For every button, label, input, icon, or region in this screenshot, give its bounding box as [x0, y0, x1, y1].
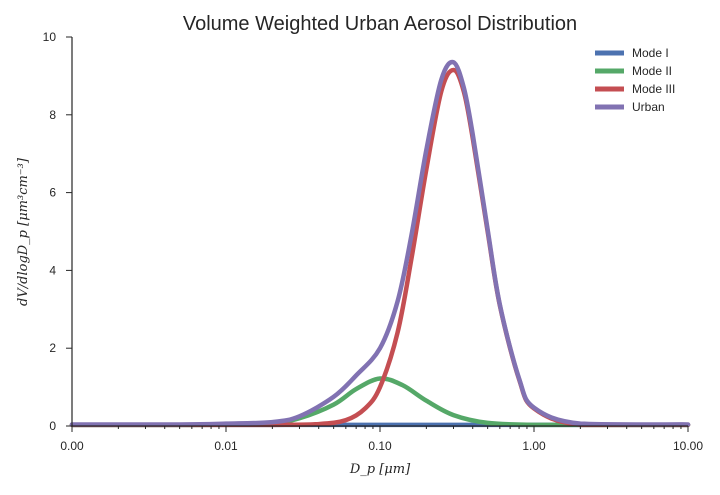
legend-label-mode-ii: Mode II [632, 64, 672, 78]
legend-label-mode-iii: Mode III [632, 82, 675, 96]
x-tick-label: 0.00 [60, 439, 84, 453]
y-tick-label: 6 [49, 186, 56, 200]
x-tick-label: 1.00 [522, 439, 546, 453]
legend: Mode I Mode II Mode III Urban [595, 46, 675, 114]
y-axis-label: dV/dlogD_p [μm³cm⁻³] [16, 157, 31, 306]
series-line-urban [69, 59, 691, 427]
series-line-mode-iii [69, 67, 691, 428]
y-tick-label: 10 [43, 30, 57, 44]
y-axis-ticks: 0 2 4 6 8 10 [43, 30, 72, 433]
y-tick-label: 0 [49, 419, 56, 433]
x-tick-label: 10.00 [673, 439, 703, 453]
y-tick-label: 2 [49, 341, 56, 355]
y-tick-label: 8 [49, 108, 56, 122]
x-tick-label: 0.10 [368, 439, 392, 453]
x-tick-label: 0.01 [214, 439, 238, 453]
plot-area [69, 59, 691, 428]
legend-label-urban: Urban [632, 100, 665, 114]
x-axis-ticks: 0.00 0.01 0.10 1.00 10.00 [60, 426, 703, 453]
y-tick-label: 4 [49, 263, 56, 277]
x-axis-label: D_p [μm] [349, 462, 411, 477]
legend-label-mode-i: Mode I [632, 46, 669, 60]
chart-title: Volume Weighted Urban Aerosol Distributi… [183, 13, 577, 35]
